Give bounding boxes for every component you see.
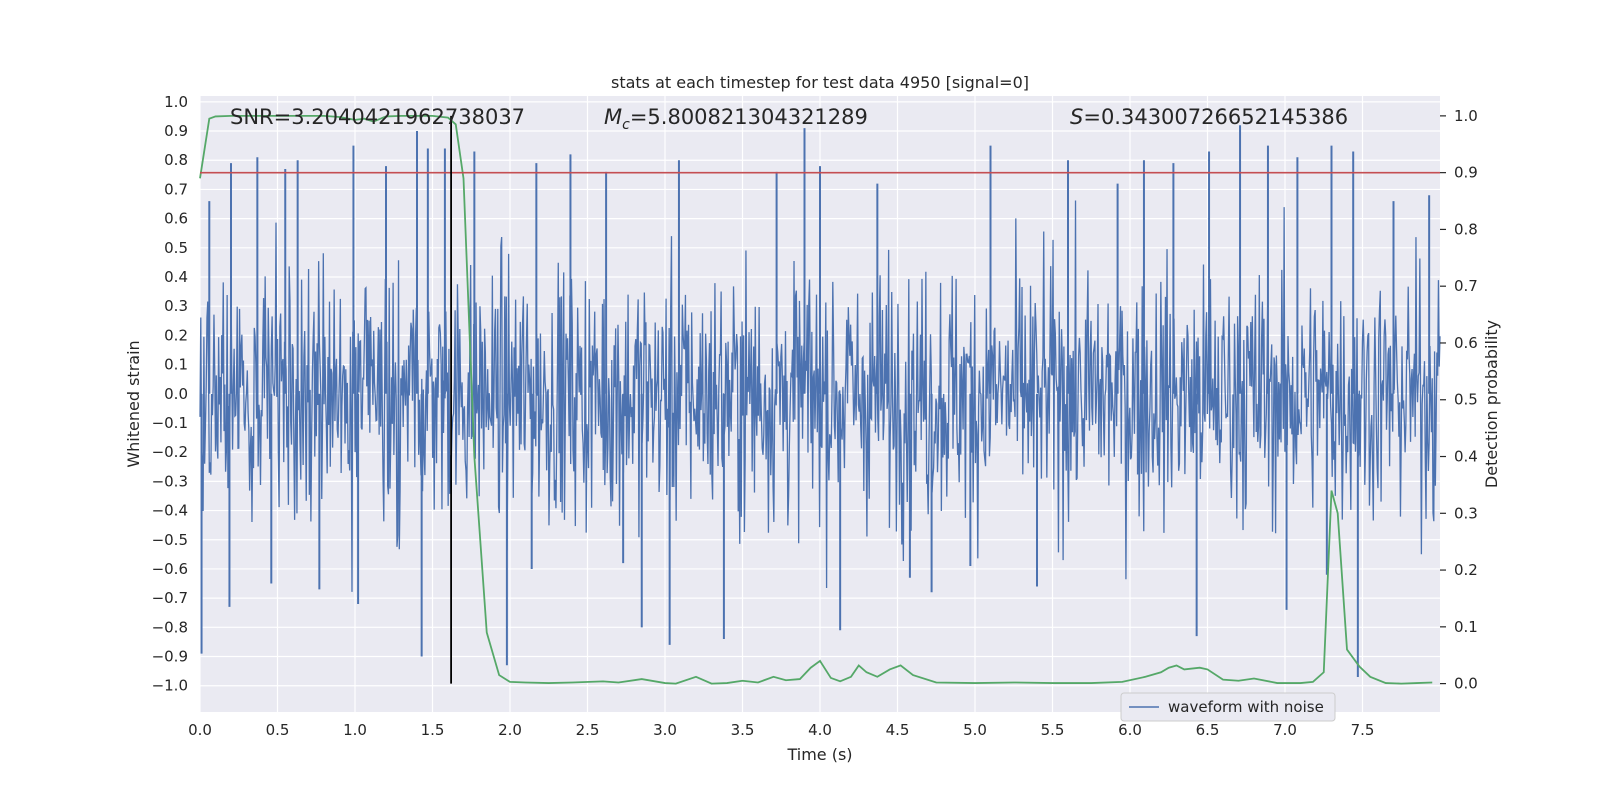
snr-annotation: SNR=3.2040421962738037 xyxy=(230,105,525,129)
x-tick-label: 1.0 xyxy=(343,721,367,739)
left-y-tick-label: 0.0 xyxy=(164,385,188,403)
probability-series xyxy=(199,114,1433,685)
x-tick-label: 6.0 xyxy=(1118,721,1142,739)
x-tick-label: 3.0 xyxy=(653,721,677,739)
chart-title: stats at each timestep for test data 495… xyxy=(611,73,1029,92)
left-y-tick-label: −0.8 xyxy=(152,618,188,636)
left-y-tick-label: −0.9 xyxy=(152,648,188,666)
right-y-axis-ticks: 1.0 0.9 0.8 0.7 0.6 0.5 0.4 0.3 0.2 0.1 0.0 xyxy=(1440,107,1478,693)
legend-box xyxy=(1120,692,1336,722)
x-tick-label: 4.0 xyxy=(808,721,832,739)
left-y-tick-label: −1.0 xyxy=(152,677,188,695)
x-tick-label: 0.5 xyxy=(266,721,290,739)
left-y-tick-label: 0.3 xyxy=(164,297,188,315)
right-y-tick-label: 0.0 xyxy=(1454,675,1478,693)
left-y-tick-label: 1.0 xyxy=(164,93,188,111)
left-y-tick-label: −0.6 xyxy=(152,560,188,578)
legend: waveform with noise xyxy=(1120,692,1336,722)
left-y-tick-label: −0.3 xyxy=(152,472,188,490)
right-y-tick-label: 0.2 xyxy=(1454,561,1478,579)
left-y-tick-label: 0.1 xyxy=(164,356,188,374)
left-y-tick-label: 0.6 xyxy=(164,210,188,228)
right-y-tick-label: 0.3 xyxy=(1454,504,1478,522)
left-y-tick-label: −0.7 xyxy=(152,589,188,607)
x-tick-label: 2.0 xyxy=(498,721,522,739)
right-y-tick-label: 0.7 xyxy=(1454,277,1478,295)
left-y-tick-label: −0.2 xyxy=(152,443,188,461)
left-y-tick-label: 0.4 xyxy=(164,268,188,286)
legend-label: waveform with noise xyxy=(1168,698,1324,716)
x-axis-ticks: 0.0 0.5 1.0 1.5 2.0 2.5 3.0 3.5 4.0 4.5 5.0 5.5 6.0 6… xyxy=(188,721,1374,739)
right-y-tick-label: 0.9 xyxy=(1454,164,1478,182)
x-tick-label: 6.5 xyxy=(1196,721,1220,739)
left-y-tick-label: 0.7 xyxy=(164,180,188,198)
x-tick-label: 7.0 xyxy=(1273,721,1297,739)
left-y-tick-label: 0.5 xyxy=(164,239,188,257)
right-y-axis-label: Detection probability xyxy=(1482,320,1501,488)
probability-line xyxy=(199,114,1433,685)
chirp-mass-annotation: Mc=5.800821304321289 xyxy=(604,105,868,133)
left-y-tick-label: 0.8 xyxy=(164,151,188,169)
left-y-tick-label: −0.5 xyxy=(152,531,188,549)
s-annotation: S=0.34300726652145386 xyxy=(1070,105,1348,129)
right-y-tick-label: 0.6 xyxy=(1454,334,1478,352)
overlay-lines xyxy=(200,115,1440,684)
x-tick-label: 2.5 xyxy=(576,721,600,739)
x-axis-label: Time (s) xyxy=(786,745,852,764)
right-y-tick-label: 1.0 xyxy=(1454,107,1478,125)
waveform-noise-path xyxy=(199,200,1441,592)
x-tick-label: 3.5 xyxy=(731,721,755,739)
left-y-axis-ticks: 1.0 0.9 0.8 0.7 0.6 0.5 0.4 0.3 0.2 0.1 0.0 −0.1 −0.… xyxy=(152,93,188,695)
right-y-tick-label: 0.5 xyxy=(1454,391,1478,409)
x-tick-label: 5.5 xyxy=(1041,721,1065,739)
right-y-tick-label: 0.1 xyxy=(1454,618,1478,636)
waveform-series xyxy=(199,125,1441,677)
left-y-tick-label: 0.2 xyxy=(164,326,188,344)
x-tick-label: 7.5 xyxy=(1351,721,1375,739)
left-y-axis-label: Whitened strain xyxy=(124,340,143,467)
x-tick-label: 5.0 xyxy=(963,721,987,739)
x-tick-label: 0.0 xyxy=(188,721,212,739)
x-tick-label: 1.5 xyxy=(421,721,445,739)
left-y-tick-label: −0.1 xyxy=(152,414,188,432)
x-tick-label: 4.5 xyxy=(886,721,910,739)
right-y-tick-label: 0.4 xyxy=(1454,448,1478,466)
right-y-tick-label: 0.8 xyxy=(1454,220,1478,238)
left-y-tick-label: −0.4 xyxy=(152,502,188,520)
left-y-tick-label: 0.9 xyxy=(164,122,188,140)
